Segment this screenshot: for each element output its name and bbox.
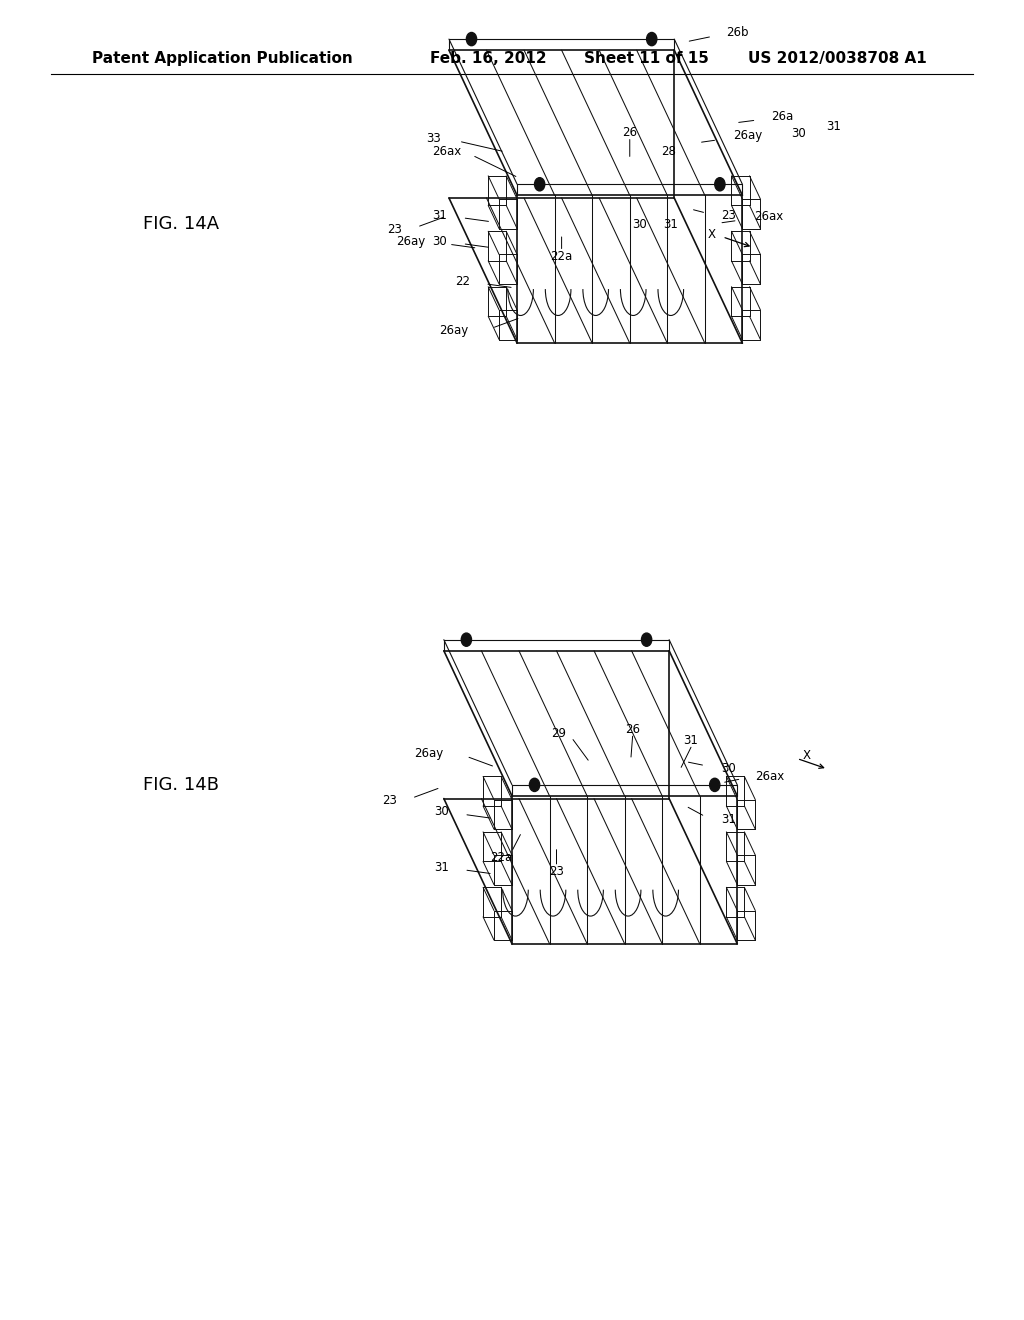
Text: 23: 23 xyxy=(387,223,402,236)
Circle shape xyxy=(461,634,471,647)
Text: 31: 31 xyxy=(826,120,842,133)
Text: 22a: 22a xyxy=(551,249,572,263)
Text: 30: 30 xyxy=(632,218,647,231)
Text: 28: 28 xyxy=(662,145,676,158)
Text: 33: 33 xyxy=(426,132,440,145)
Text: 31: 31 xyxy=(434,861,450,874)
Text: Feb. 16, 2012: Feb. 16, 2012 xyxy=(430,50,547,66)
Text: 23: 23 xyxy=(721,209,736,222)
Circle shape xyxy=(641,634,651,647)
Text: 30: 30 xyxy=(434,805,450,818)
Text: 26b: 26b xyxy=(726,26,749,40)
Text: 26ay: 26ay xyxy=(439,325,469,338)
Text: 26a: 26a xyxy=(771,110,794,123)
Text: 30: 30 xyxy=(791,127,806,140)
Text: 26: 26 xyxy=(626,723,640,737)
Text: 23: 23 xyxy=(549,866,564,879)
Text: 31: 31 xyxy=(432,209,447,222)
Circle shape xyxy=(535,178,545,191)
Text: 26ax: 26ax xyxy=(754,210,783,223)
Text: X: X xyxy=(709,227,716,240)
Text: 22a: 22a xyxy=(490,850,512,863)
Text: 26ay: 26ay xyxy=(414,747,443,760)
Text: FIG. 14B: FIG. 14B xyxy=(143,776,219,795)
Text: 31: 31 xyxy=(683,734,697,747)
Text: FIG. 14A: FIG. 14A xyxy=(143,215,219,234)
Text: Patent Application Publication: Patent Application Publication xyxy=(92,50,353,66)
Text: 26ay: 26ay xyxy=(396,235,426,248)
Text: 22: 22 xyxy=(455,275,470,288)
Circle shape xyxy=(529,779,540,792)
Text: 29: 29 xyxy=(552,727,566,741)
Text: 26ax: 26ax xyxy=(432,145,461,158)
Circle shape xyxy=(715,178,725,191)
Text: 31: 31 xyxy=(721,813,736,826)
Text: 31: 31 xyxy=(663,218,678,231)
Text: US 2012/0038708 A1: US 2012/0038708 A1 xyxy=(748,50,927,66)
Text: Sheet 11 of 15: Sheet 11 of 15 xyxy=(584,50,709,66)
Text: 26ay: 26ay xyxy=(733,129,763,143)
Text: 26: 26 xyxy=(623,127,637,140)
Text: X: X xyxy=(803,750,811,763)
Circle shape xyxy=(710,779,720,792)
Text: 26ax: 26ax xyxy=(756,770,784,783)
Circle shape xyxy=(466,33,476,46)
Text: 30: 30 xyxy=(721,762,736,775)
Text: 30: 30 xyxy=(432,235,447,248)
Circle shape xyxy=(646,33,656,46)
Text: 23: 23 xyxy=(382,795,397,808)
